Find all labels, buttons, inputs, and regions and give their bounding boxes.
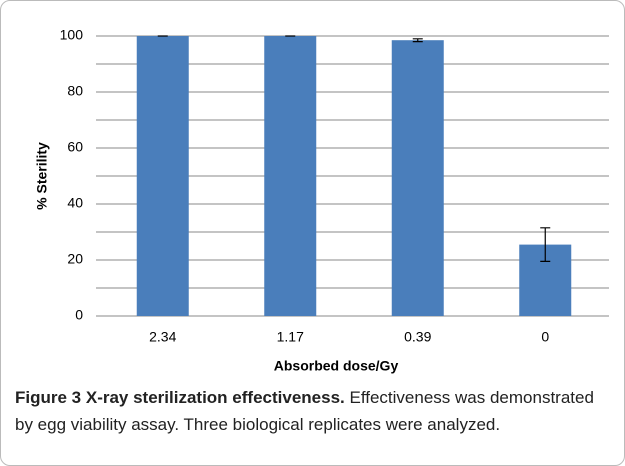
caption-title: X-ray sterilization effectiveness. [85,388,345,407]
x-tick-label: 0 [541,329,549,345]
chart: % Sterility Absorbed dose/Gy 0 20 40 60 80 10… [34,27,609,374]
caption: Figure 3 X-ray sterilization effectivene… [15,384,605,438]
x-tick-label: 1.17 [277,329,304,345]
caption-label: Figure 3 [15,388,82,407]
y-tick-label: 100 [60,27,84,43]
y-axis-title: % Sterility [34,142,50,210]
y-tick-label: 80 [67,83,83,99]
y-tick-label: 20 [67,251,83,267]
y-tick-label: 40 [67,195,83,211]
error-bar [412,38,423,43]
caption-text: Effectiveness was demonstrated by egg vi… [15,388,594,434]
x-axis-title: Absorbed dose/Gy [274,358,399,374]
x-tick-label: 0.39 [404,329,431,345]
y-tick-label: 0 [75,307,83,323]
y-tick-label: 60 [67,139,83,155]
bar [264,36,317,316]
bar [136,36,189,316]
x-tick-label: 2.34 [149,329,176,345]
bar [391,40,444,316]
error-bar [540,227,551,262]
